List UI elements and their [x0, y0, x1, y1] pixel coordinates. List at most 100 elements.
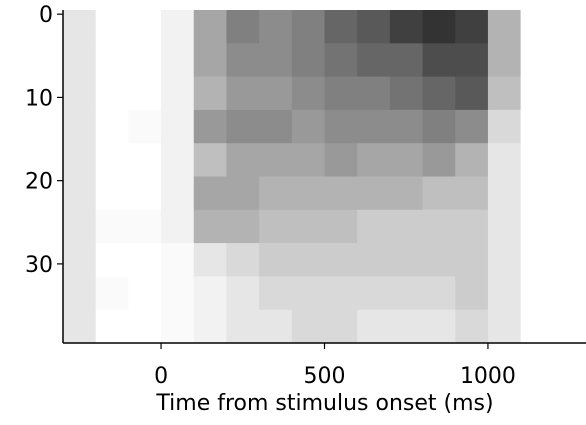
heatmap-cell: [553, 76, 586, 111]
heatmap-cell: [161, 309, 195, 344]
heatmap-cell: [357, 309, 391, 344]
heatmap-cell: [422, 143, 456, 177]
heatmap-cell: [553, 43, 586, 78]
heatmap-cell: [487, 109, 522, 144]
heatmap-cell: [161, 143, 195, 177]
heatmap-cell: [193, 209, 227, 244]
heatmap-cell: [95, 276, 129, 311]
heatmap-cell: [357, 109, 391, 144]
y-tick-label: 20: [25, 170, 53, 195]
heatmap-cell: [357, 276, 391, 311]
heatmap-cell: [259, 176, 293, 211]
heatmap-cell: [63, 276, 97, 311]
heatmap-cell: [389, 43, 424, 78]
heatmap-cell: [63, 143, 97, 177]
heatmap-cell: [487, 276, 522, 311]
heatmap-cell: [63, 109, 97, 144]
heatmap-cell: [193, 309, 227, 344]
heatmap-cell: [487, 309, 522, 344]
heatmap-cell: [291, 109, 325, 144]
heatmap-cell: [455, 243, 489, 277]
heatmap-cell: [291, 309, 325, 344]
heatmap-cell: [389, 76, 424, 111]
heatmap-cell: [226, 43, 260, 78]
heatmap-cell: [161, 209, 195, 244]
heatmap-cell: [226, 276, 260, 311]
heatmap-cell: [161, 43, 195, 78]
heatmap-cell: [193, 176, 227, 211]
heatmap-cell: [422, 43, 456, 78]
heatmap-cell: [95, 143, 129, 177]
heatmap-cell: [63, 243, 97, 277]
heatmap-cell: [487, 209, 522, 244]
heatmap-cell: [324, 243, 358, 277]
heatmap-cell: [553, 143, 586, 177]
heatmap-cell: [95, 209, 129, 244]
heatmap-cell: [259, 309, 293, 344]
heatmap-cell: [226, 243, 260, 277]
y-tick-label: 30: [25, 253, 53, 278]
heatmap-cell: [324, 76, 358, 111]
heatmap-cell: [422, 309, 456, 344]
heatmap-cell: [63, 43, 97, 78]
heatmap-cell: [291, 243, 325, 277]
heatmap-cell: [291, 143, 325, 177]
heatmap-cell: [520, 76, 554, 111]
heatmap-cell: [520, 10, 554, 44]
heatmap-cell: [161, 176, 195, 211]
x-tick-label: 500: [304, 364, 346, 389]
heatmap-cell: [389, 10, 424, 44]
heatmap-cell: [291, 10, 325, 44]
heatmap-cell: [193, 43, 227, 78]
heatmap-cell: [291, 43, 325, 78]
heatmap-cell: [389, 276, 424, 311]
heatmap-cell: [553, 243, 586, 277]
heatmap-cell: [95, 109, 129, 144]
heatmap-cell: [324, 309, 358, 344]
heatmap-cell: [324, 109, 358, 144]
heatmap-cell: [95, 309, 129, 344]
heatmap-cell: [259, 209, 293, 244]
heatmap-cell: [95, 176, 129, 211]
heatmap-cell: [161, 109, 195, 144]
heatmap-cell: [487, 176, 522, 211]
heatmap-cell: [161, 76, 195, 111]
heatmap-cell: [520, 143, 554, 177]
heatmap-cell: [161, 10, 195, 44]
heatmap-cell: [128, 10, 162, 44]
x-tick-label: 0: [154, 364, 168, 389]
heatmap-cell: [161, 276, 195, 311]
heatmap-cell: [193, 276, 227, 311]
heatmap-cell: [259, 43, 293, 78]
heatmap-cell: [422, 243, 456, 277]
heatmap-cell: [291, 176, 325, 211]
heatmap-cell: [422, 276, 456, 311]
heatmap-cell: [389, 309, 424, 344]
heatmap-cell: [128, 276, 162, 311]
heatmap-cell: [226, 176, 260, 211]
heatmap-cell: [259, 243, 293, 277]
heatmap-cell: [520, 109, 554, 144]
heatmap-cell: [324, 276, 358, 311]
heatmap-cell: [128, 76, 162, 111]
heatmap-cell: [487, 10, 522, 44]
heatmap-cell: [95, 76, 129, 111]
heatmap-cell: [324, 176, 358, 211]
heatmap-cell: [128, 176, 162, 211]
heatmap-cell: [63, 209, 97, 244]
heatmap-cell: [128, 43, 162, 78]
heatmap-cell: [422, 10, 456, 44]
heatmap-cell: [520, 209, 554, 244]
heatmap-cell: [193, 143, 227, 177]
heatmap-cell: [553, 10, 586, 44]
heatmap-cell: [193, 10, 227, 44]
heatmap-cell: [95, 10, 129, 44]
heatmap-cell: [553, 109, 586, 144]
heatmap-cell: [520, 176, 554, 211]
heatmap-cell: [324, 43, 358, 78]
heatmap-cell: [193, 243, 227, 277]
heatmap-cell: [63, 176, 97, 211]
heatmap-cell: [455, 109, 489, 144]
heatmap-cell: [455, 309, 489, 344]
heatmap-cell: [259, 276, 293, 311]
